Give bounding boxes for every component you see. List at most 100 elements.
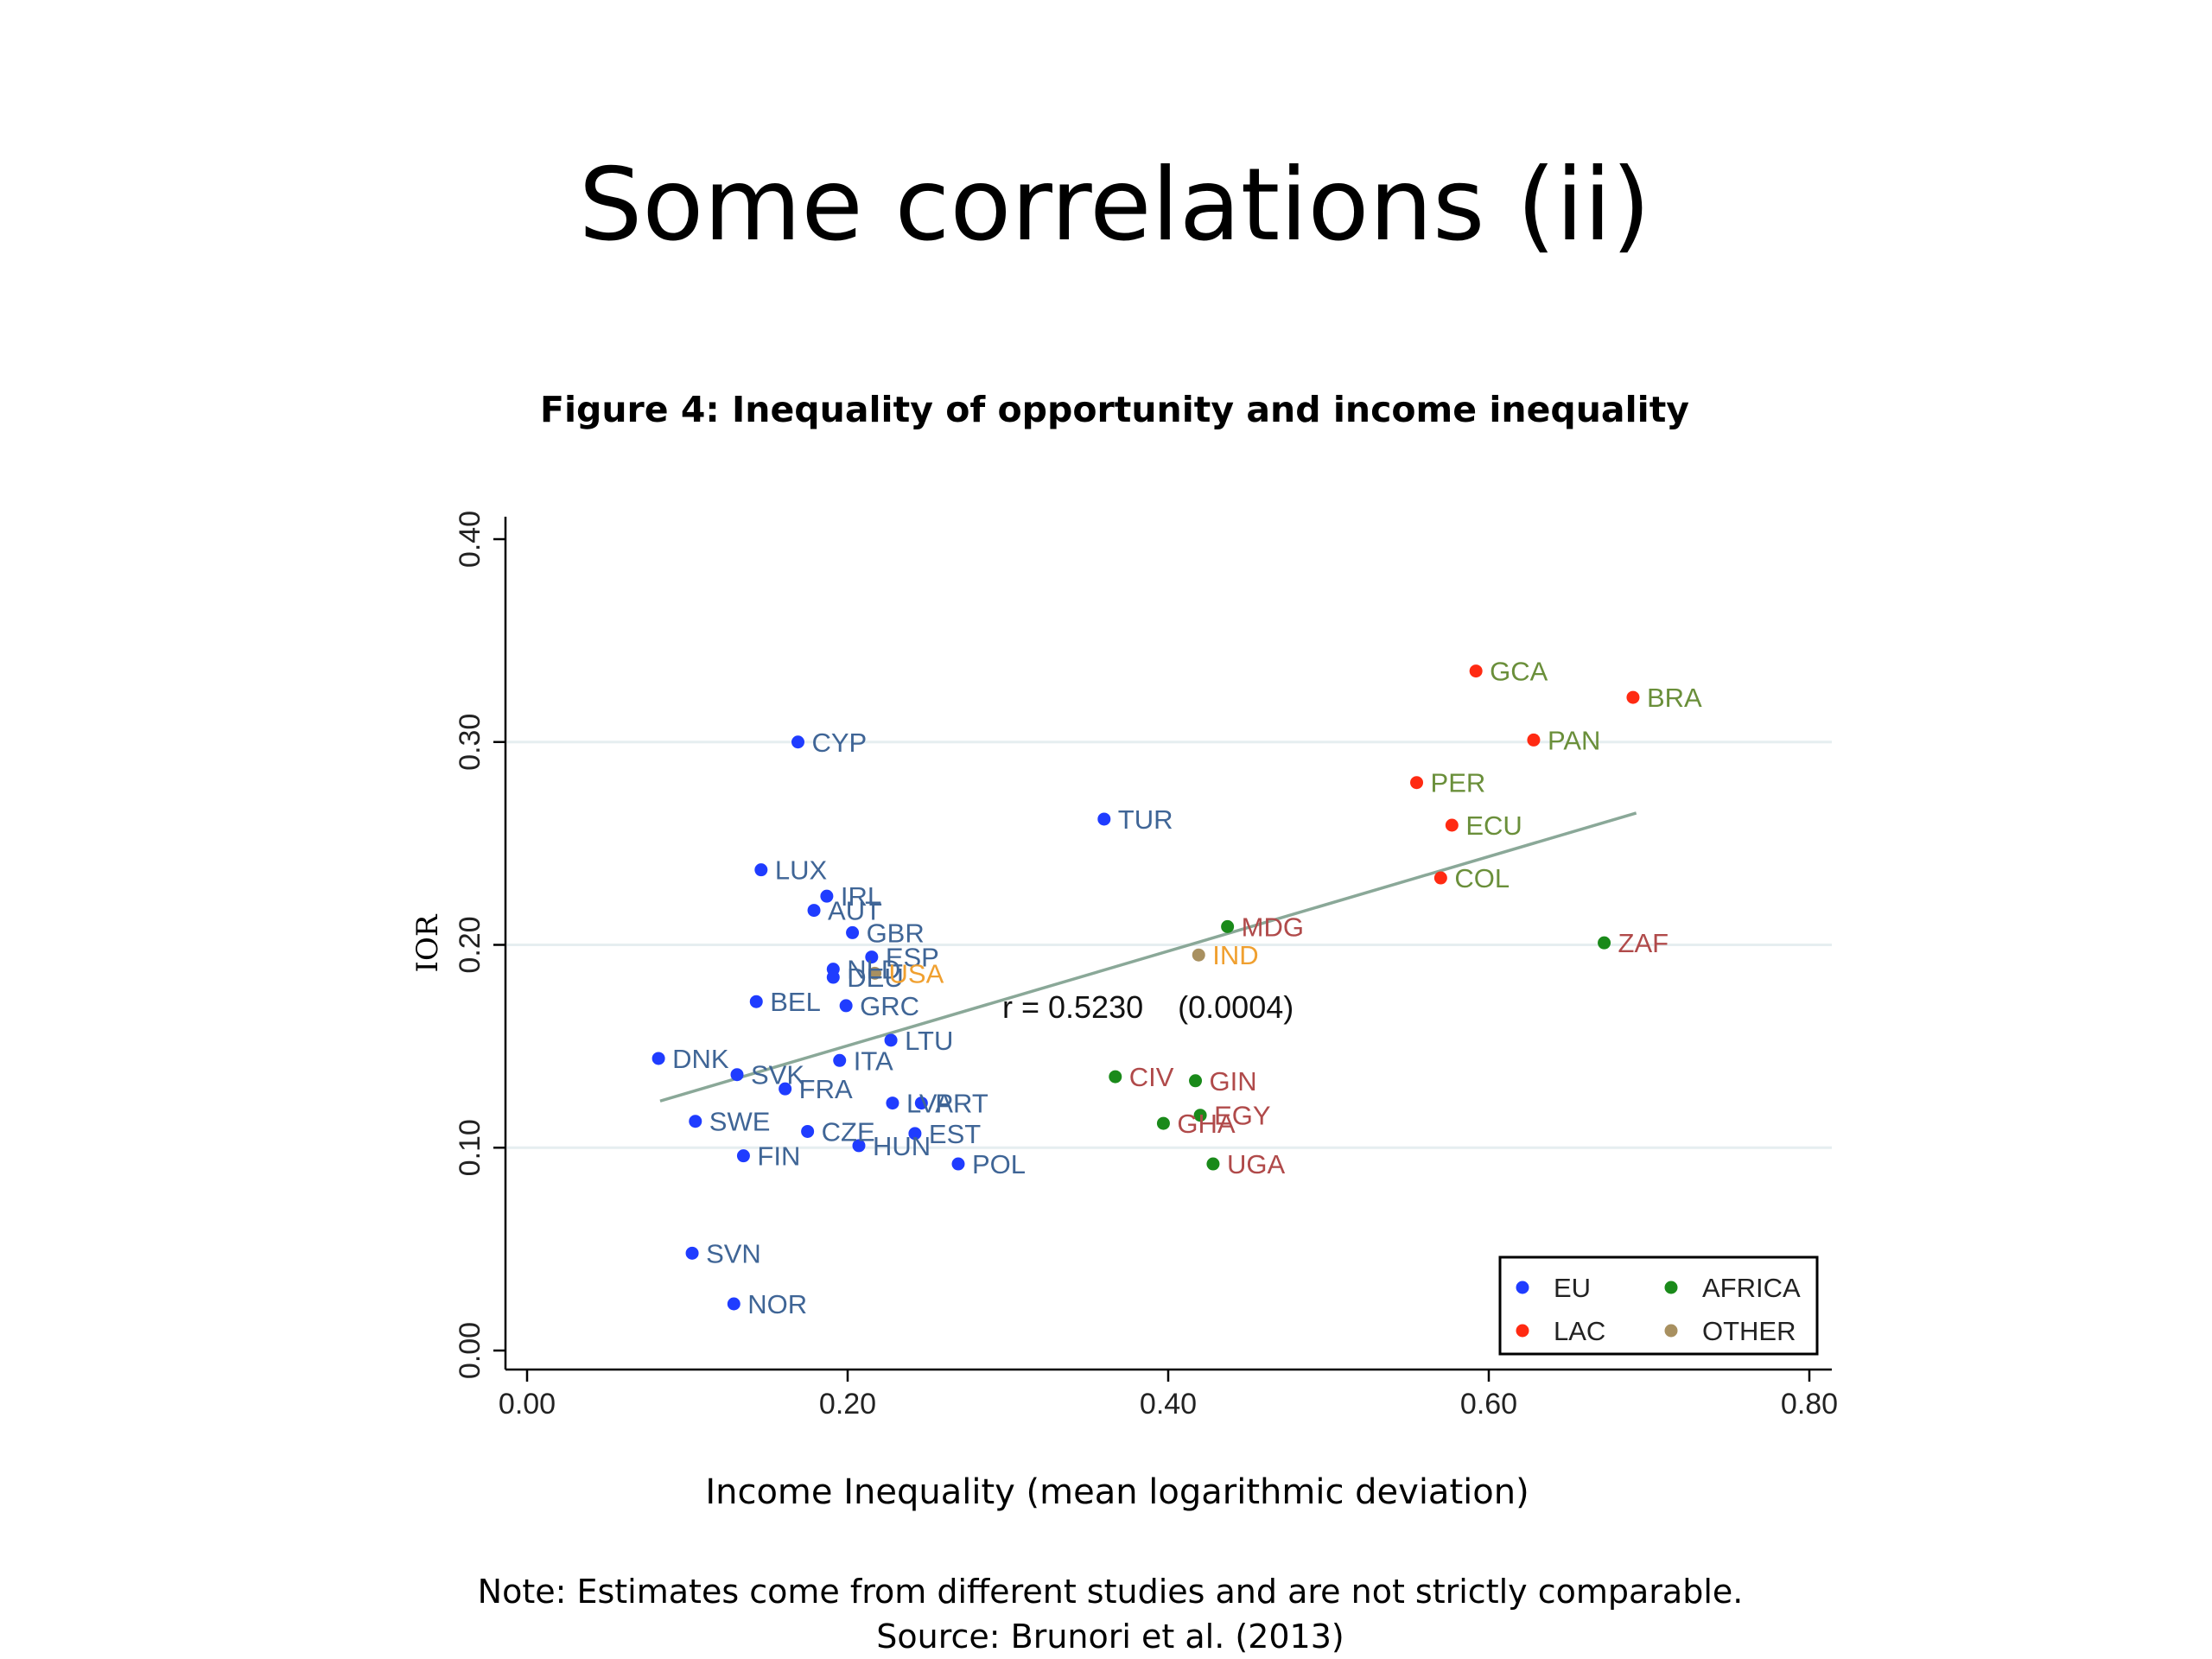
x-tick-label: 0.00	[499, 1388, 556, 1421]
point-cyp	[791, 735, 804, 749]
gridlines	[507, 741, 1832, 1149]
legend-box	[1498, 1255, 1819, 1356]
y-axis-title: IOR	[410, 913, 445, 972]
x-tick-label: 0.60	[1460, 1388, 1517, 1421]
point-label-bra: BRA	[1647, 683, 1702, 713]
y-tick-label: 0.10	[454, 1119, 486, 1176]
slide-title: Some correlations (ii)	[578, 147, 1651, 264]
point-label-nor: NOR	[747, 1289, 807, 1319]
point-svk	[730, 1068, 744, 1082]
point-label-lux: LUX	[775, 855, 828, 886]
point-ecu	[1445, 818, 1459, 832]
point-nor	[727, 1297, 741, 1311]
point-tur	[1097, 812, 1111, 826]
x-axis-title: Income Inequality (mean logarithmic devi…	[705, 1472, 1529, 1512]
point-label-esp: ESP	[886, 943, 939, 973]
point-label-col: COL	[1454, 863, 1510, 893]
point-swe	[689, 1115, 702, 1128]
fit-line-group	[659, 811, 1637, 1103]
point-cze	[801, 1124, 815, 1138]
point-label-gca: GCA	[1490, 657, 1548, 687]
point-egy	[1193, 1109, 1207, 1122]
point-label-fin: FIN	[757, 1141, 800, 1172]
point-label-swe: SWE	[709, 1107, 771, 1137]
point-label-ita: ITA	[854, 1046, 893, 1076]
legend-label-other: OTHER	[1702, 1316, 1796, 1346]
point-per	[1410, 776, 1424, 790]
point-zaf	[1598, 936, 1611, 950]
point-bra	[1626, 690, 1640, 704]
point-usa	[868, 966, 882, 980]
point-ltu	[884, 1033, 898, 1047]
point-label-hun: HUN	[873, 1131, 931, 1161]
y-tick-label: 0.40	[454, 511, 486, 568]
point-label-aut: AUT	[828, 896, 881, 926]
point-ita	[833, 1053, 847, 1067]
point-label-per: PER	[1431, 768, 1486, 798]
figure-note: Note: Estimates come from different stud…	[477, 1573, 1744, 1611]
x-tick-label: 0.80	[1781, 1388, 1838, 1421]
point-label-ltu: LTU	[905, 1026, 953, 1056]
point-mdg	[1221, 919, 1235, 933]
point-gca	[1469, 664, 1483, 678]
point-deu	[826, 970, 840, 984]
point-label-civ: CIV	[1129, 1062, 1174, 1092]
point-pol	[951, 1157, 965, 1171]
point-label-cyp: CYP	[811, 728, 867, 758]
point-aut	[807, 904, 821, 918]
y-tick-label: 0.30	[454, 714, 486, 771]
legend-label-eu: EU	[1554, 1273, 1591, 1303]
point-est	[908, 1127, 922, 1141]
point-lux	[754, 863, 768, 877]
point-label-prt: PRT	[935, 1089, 988, 1119]
point-uga	[1206, 1157, 1220, 1171]
point-dnk	[652, 1052, 665, 1065]
x-tick-label: 0.40	[1140, 1388, 1197, 1421]
point-label-nld: NLD	[847, 955, 900, 985]
data-points	[652, 664, 1640, 1311]
point-label-pan: PAN	[1548, 725, 1600, 755]
legend-label-africa: AFRICA	[1702, 1273, 1801, 1303]
point-lva	[886, 1096, 899, 1110]
point-label-egy: EGY	[1214, 1101, 1270, 1131]
point-label-cze: CZE	[822, 1116, 875, 1147]
point-label-svk: SVK	[751, 1060, 804, 1090]
figure-caption: Figure 4: Inequality of opportunity and …	[539, 389, 1690, 430]
legend-marker-other	[1664, 1324, 1678, 1338]
point-label-ind: IND	[1212, 940, 1258, 970]
legend-marker-africa	[1664, 1281, 1678, 1294]
point-label-irl: IRL	[841, 881, 882, 912]
correlation-annotation: r = 0.5230 (0.0004)	[1002, 989, 1294, 1025]
point-bel	[749, 995, 763, 1008]
point-grc	[839, 999, 853, 1013]
point-prt	[914, 1096, 928, 1110]
scatter-chart: 0.00 0.10 0.20 0.30 0.40 0.00 0.20 0.40 0.60 0.80…	[410, 511, 1838, 1512]
point-label-fra: FRA	[799, 1074, 853, 1104]
point-label-gin: GIN	[1210, 1066, 1257, 1096]
point-fra	[779, 1082, 792, 1096]
point-pan	[1527, 733, 1541, 747]
y-tick-label: 0.20	[454, 916, 486, 973]
y-tick-label: 0.00	[454, 1322, 486, 1379]
x-tick-label: 0.20	[819, 1388, 876, 1421]
point-label-deu: DEU	[847, 963, 903, 993]
legend-marker-eu	[1516, 1281, 1529, 1294]
point-gbr	[846, 925, 860, 939]
point-label-grc: GRC	[860, 991, 919, 1021]
point-gin	[1189, 1074, 1203, 1088]
point-label-mdg: MDG	[1242, 912, 1304, 942]
point-label-est: EST	[929, 1119, 981, 1149]
point-label-ecu: ECU	[1465, 810, 1522, 841]
legend-marker-lac	[1516, 1324, 1529, 1338]
point-label-pol: POL	[972, 1149, 1026, 1179]
point-label-zaf: ZAF	[1618, 928, 1669, 958]
point-label-gha: GHA	[1177, 1109, 1236, 1139]
point-svn	[685, 1246, 699, 1260]
point-label-uga: UGA	[1227, 1149, 1286, 1179]
legend-label-lac: LAC	[1554, 1316, 1605, 1346]
point-ind	[1192, 948, 1205, 962]
point-label-usa: USA	[889, 958, 944, 988]
point-hun	[852, 1139, 866, 1153]
legend: EU AFRICA LAC OTHER	[1498, 1255, 1819, 1356]
